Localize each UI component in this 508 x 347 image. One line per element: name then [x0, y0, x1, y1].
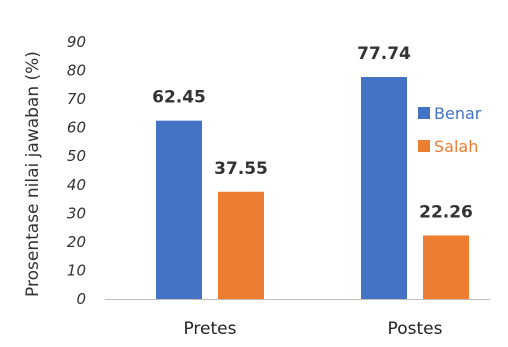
bars — [156, 77, 469, 299]
y-tick-label: 40 — [67, 176, 86, 194]
x-category-label: Postes — [388, 319, 443, 339]
bar-salah-postes — [423, 235, 469, 299]
y-tick-label: 60 — [67, 119, 86, 137]
y-tick-label: 20 — [67, 233, 86, 251]
y-tick-label: 30 — [67, 204, 86, 222]
y-tick-label: 50 — [67, 147, 86, 165]
data-label: 62.45 — [152, 88, 206, 108]
data-label: 77.74 — [357, 44, 411, 64]
legend-label: Benar — [434, 104, 482, 123]
y-axis-label: Prosentase nilai jawaban (%) — [23, 51, 43, 297]
legend-swatch — [418, 107, 430, 119]
x-axis-categories: Pretes Postes — [183, 319, 442, 339]
legend: Benar Salah — [418, 104, 482, 156]
data-label: 22.26 — [419, 202, 473, 222]
bar-benar-pretes — [156, 120, 202, 299]
y-tick-label: 70 — [67, 90, 86, 108]
bar-benar-postes — [361, 77, 407, 299]
y-tick-label: 0 — [76, 290, 86, 308]
y-tick-label: 10 — [67, 261, 86, 279]
data-label: 37.55 — [214, 159, 268, 179]
legend-swatch — [418, 140, 430, 152]
bar-salah-pretes — [218, 191, 264, 299]
y-tick-label: 80 — [67, 62, 86, 80]
y-tick-label: 90 — [67, 33, 86, 51]
x-category-label: Pretes — [183, 319, 236, 339]
legend-label: Salah — [434, 137, 478, 156]
y-axis-ticks: 0 10 20 30 40 50 60 70 80 90 — [67, 33, 86, 308]
data-labels: 62.45 77.74 37.55 22.26 — [152, 44, 473, 222]
